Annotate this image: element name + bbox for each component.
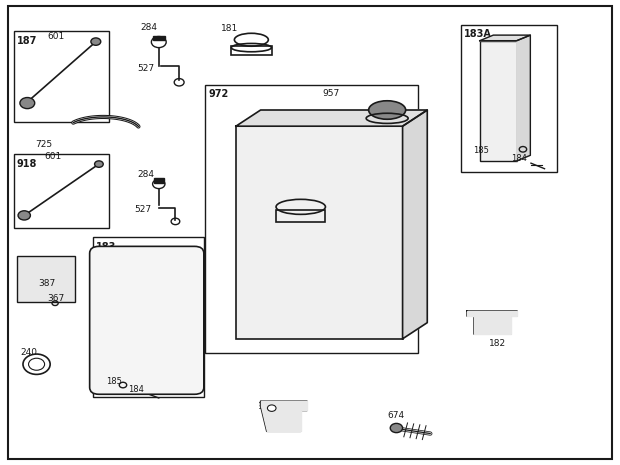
Circle shape [95, 161, 104, 167]
Text: 185: 185 [474, 146, 489, 155]
Bar [153, 36, 165, 40]
Circle shape [267, 405, 276, 412]
Text: 674: 674 [387, 412, 404, 420]
Text: 181: 181 [221, 25, 237, 33]
Text: 918: 918 [17, 159, 37, 168]
Text: 185: 185 [106, 377, 122, 385]
Text: eReplacementParts.com: eReplacementParts.com [216, 248, 404, 263]
Polygon shape [402, 110, 427, 339]
Circle shape [390, 424, 402, 432]
Text: 725: 725 [35, 140, 53, 149]
Polygon shape [480, 35, 530, 40]
Polygon shape [236, 110, 427, 126]
FancyBboxPatch shape [90, 246, 204, 394]
Bar [480, 40, 516, 161]
Text: 527: 527 [137, 64, 154, 73]
Bar [231, 46, 272, 55]
Bar [14, 154, 109, 228]
Circle shape [20, 98, 35, 109]
Text: 187: 187 [17, 36, 37, 46]
Text: 957: 957 [322, 89, 340, 98]
Bar [154, 179, 164, 183]
Text: 367: 367 [48, 294, 65, 303]
Polygon shape [260, 401, 307, 431]
Bar [461, 25, 557, 173]
Bar [236, 126, 402, 339]
Text: 184: 184 [128, 385, 144, 394]
Text: 284: 284 [137, 170, 154, 179]
Text: 182: 182 [489, 339, 506, 348]
Text: 601: 601 [45, 152, 62, 161]
Bar [276, 210, 326, 222]
Circle shape [18, 211, 30, 220]
Text: 182A: 182A [257, 402, 281, 411]
Bar [93, 237, 204, 397]
Text: 184: 184 [511, 154, 526, 163]
Polygon shape [516, 35, 530, 161]
Text: 284: 284 [140, 23, 157, 32]
Text: 387: 387 [38, 279, 56, 288]
Ellipse shape [369, 101, 405, 119]
Text: 527: 527 [134, 205, 151, 214]
Text: 972: 972 [208, 89, 228, 99]
Text: 240: 240 [20, 348, 37, 357]
Circle shape [91, 38, 101, 45]
Bar [17, 256, 76, 302]
Text: 601: 601 [48, 32, 65, 40]
Bar [205, 85, 418, 352]
Text: 183: 183 [96, 242, 116, 252]
Text: 183A: 183A [464, 29, 492, 39]
Polygon shape [467, 311, 516, 334]
Bar [14, 32, 109, 121]
